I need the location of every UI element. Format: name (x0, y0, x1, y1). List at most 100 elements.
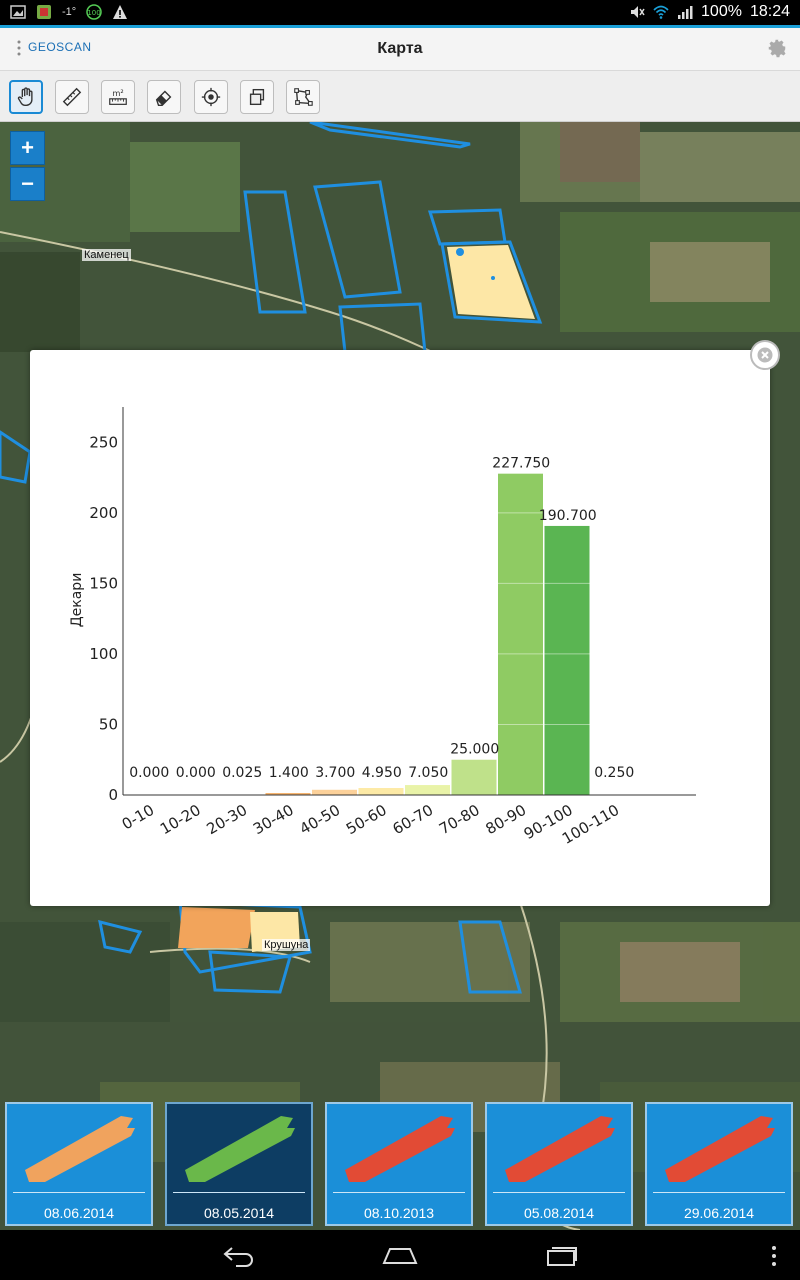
back-icon[interactable] (222, 1245, 256, 1267)
histogram-dialog: Декари 0 50 100 150 200 250 0.000 0.000 0.025 1.… (30, 350, 770, 906)
date-card[interactable]: 05.08.2014 (485, 1102, 633, 1226)
signal-icon (678, 6, 693, 19)
x-tick-label: 70-80 (436, 801, 483, 838)
histogram-chart: Декари 0 50 100 150 200 250 0.000 0.000 0.025 1.… (69, 407, 696, 848)
bar-value-label: 227.750 (492, 456, 550, 472)
area-m2-icon: m² (109, 88, 127, 105)
home-icon[interactable] (382, 1247, 418, 1265)
bar-value-label: 190.700 (539, 508, 597, 524)
bar-value-label: 25.000 (450, 742, 499, 758)
wifi-icon (653, 5, 669, 19)
field-shape (505, 1116, 615, 1182)
histogram-bar[interactable] (405, 785, 450, 795)
bar-value-label: 1.400 (269, 765, 309, 781)
zoom-controls: + − (10, 131, 45, 202)
crosshair-icon (201, 87, 221, 107)
y-tick-label: 250 (89, 433, 118, 451)
svg-text:m²: m² (112, 88, 123, 98)
close-icon (757, 347, 773, 363)
overflow-menu-icon[interactable] (771, 1245, 777, 1267)
card-date: 05.08.2014 (523, 1205, 595, 1221)
y-axis-label: Декари (69, 573, 85, 628)
field-shape (665, 1116, 775, 1182)
y-tick-label: 0 (108, 786, 118, 804)
temperature-text: -1° (62, 6, 77, 18)
y-tick-label: 100 (89, 645, 118, 663)
x-tick-label: 50-60 (343, 801, 390, 838)
x-tick-label: 0-10 (119, 801, 157, 834)
histogram-bar[interactable] (498, 473, 543, 795)
date-card[interactable]: 29.06.2014 (645, 1102, 793, 1226)
copy-layers-icon (249, 88, 265, 106)
place-label-krushuna: Крушуна (262, 939, 311, 951)
navigation-bar (0, 1230, 800, 1280)
ruler-icon (62, 87, 82, 107)
x-tick-label: 60-70 (389, 801, 436, 838)
bar-value-label: 0.025 (222, 765, 262, 781)
bar-value-label: 4.950 (362, 765, 402, 781)
battery-saver-icon: 100 (86, 4, 102, 20)
zoom-in-button[interactable]: + (10, 131, 45, 165)
layers-button[interactable] (240, 80, 274, 114)
warning-icon (113, 5, 128, 19)
histogram-bar[interactable] (451, 759, 497, 795)
card-date: 08.05.2014 (203, 1205, 275, 1221)
card-divider (13, 1192, 145, 1193)
eraser-icon (155, 90, 172, 106)
app-notification-icon (37, 5, 51, 19)
x-tick-label: 20-30 (203, 801, 250, 838)
card-divider (173, 1192, 305, 1193)
x-tick-label: 30-40 (250, 801, 297, 838)
date-strip: 08.06.2014 08.05.2014 08.10.2013 05.08.2014… (0, 1100, 800, 1230)
clock: 18:24 (749, 3, 790, 20)
histogram-bar[interactable] (358, 788, 404, 795)
battery-percent: 100% (701, 3, 742, 20)
place-label-kamenets: Каменец (82, 249, 131, 261)
bar-value-label: 0.000 (129, 765, 169, 781)
histogram-bar[interactable] (312, 789, 357, 795)
date-card[interactable]: 08.06.2014 (5, 1102, 153, 1226)
erase-button[interactable] (147, 80, 181, 114)
y-tick-label: 50 (99, 715, 118, 733)
x-tick-label: 40-50 (296, 801, 343, 838)
x-tick-label: 10-20 (157, 801, 204, 838)
card-date: 29.06.2014 (683, 1205, 755, 1221)
field-thumbnail (505, 1116, 615, 1182)
histogram-bar[interactable] (265, 793, 311, 795)
date-card[interactable]: 08.10.2013 (325, 1102, 473, 1226)
y-tick-label: 200 (89, 504, 118, 522)
field-shape (185, 1116, 295, 1182)
draw-polygon-button[interactable] (286, 80, 320, 114)
close-dialog-button[interactable] (750, 340, 780, 370)
bar-value-label: 3.700 (315, 765, 355, 781)
recent-apps-icon[interactable] (545, 1245, 579, 1267)
zoom-out-button[interactable]: − (10, 167, 45, 201)
polygon-icon (294, 88, 313, 106)
status-bar: -1° 100 100% 18:24 (0, 0, 800, 25)
measure-area-button[interactable]: m² (101, 80, 135, 114)
date-card[interactable]: 08.05.2014 (165, 1102, 313, 1226)
bar-value-label: 0.000 (176, 765, 216, 781)
status-accent-line (0, 25, 800, 28)
field-shape (345, 1116, 455, 1182)
measure-distance-button[interactable] (55, 80, 89, 114)
field-thumbnail (185, 1116, 295, 1182)
histogram-bar[interactable] (544, 525, 590, 795)
y-tick-label: 150 (89, 574, 118, 592)
drawer-menu-icon[interactable] (17, 39, 21, 57)
field-thumbnail (345, 1116, 455, 1182)
x-tick-label: 80-90 (482, 801, 529, 838)
gear-icon[interactable] (766, 37, 788, 59)
mute-icon (631, 6, 645, 18)
pan-tool-button[interactable] (9, 80, 43, 114)
field-shape (25, 1116, 135, 1182)
locate-button[interactable] (194, 80, 228, 114)
app-logo: GEOSCAN (28, 40, 92, 54)
card-divider (493, 1192, 625, 1193)
bar-value-label: 0.250 (594, 765, 634, 781)
card-date: 08.10.2013 (363, 1205, 435, 1221)
field-thumbnail (665, 1116, 775, 1182)
svg-text:100: 100 (88, 9, 101, 17)
card-date: 08.06.2014 (43, 1205, 115, 1221)
map-toolbar: m² (0, 71, 800, 122)
